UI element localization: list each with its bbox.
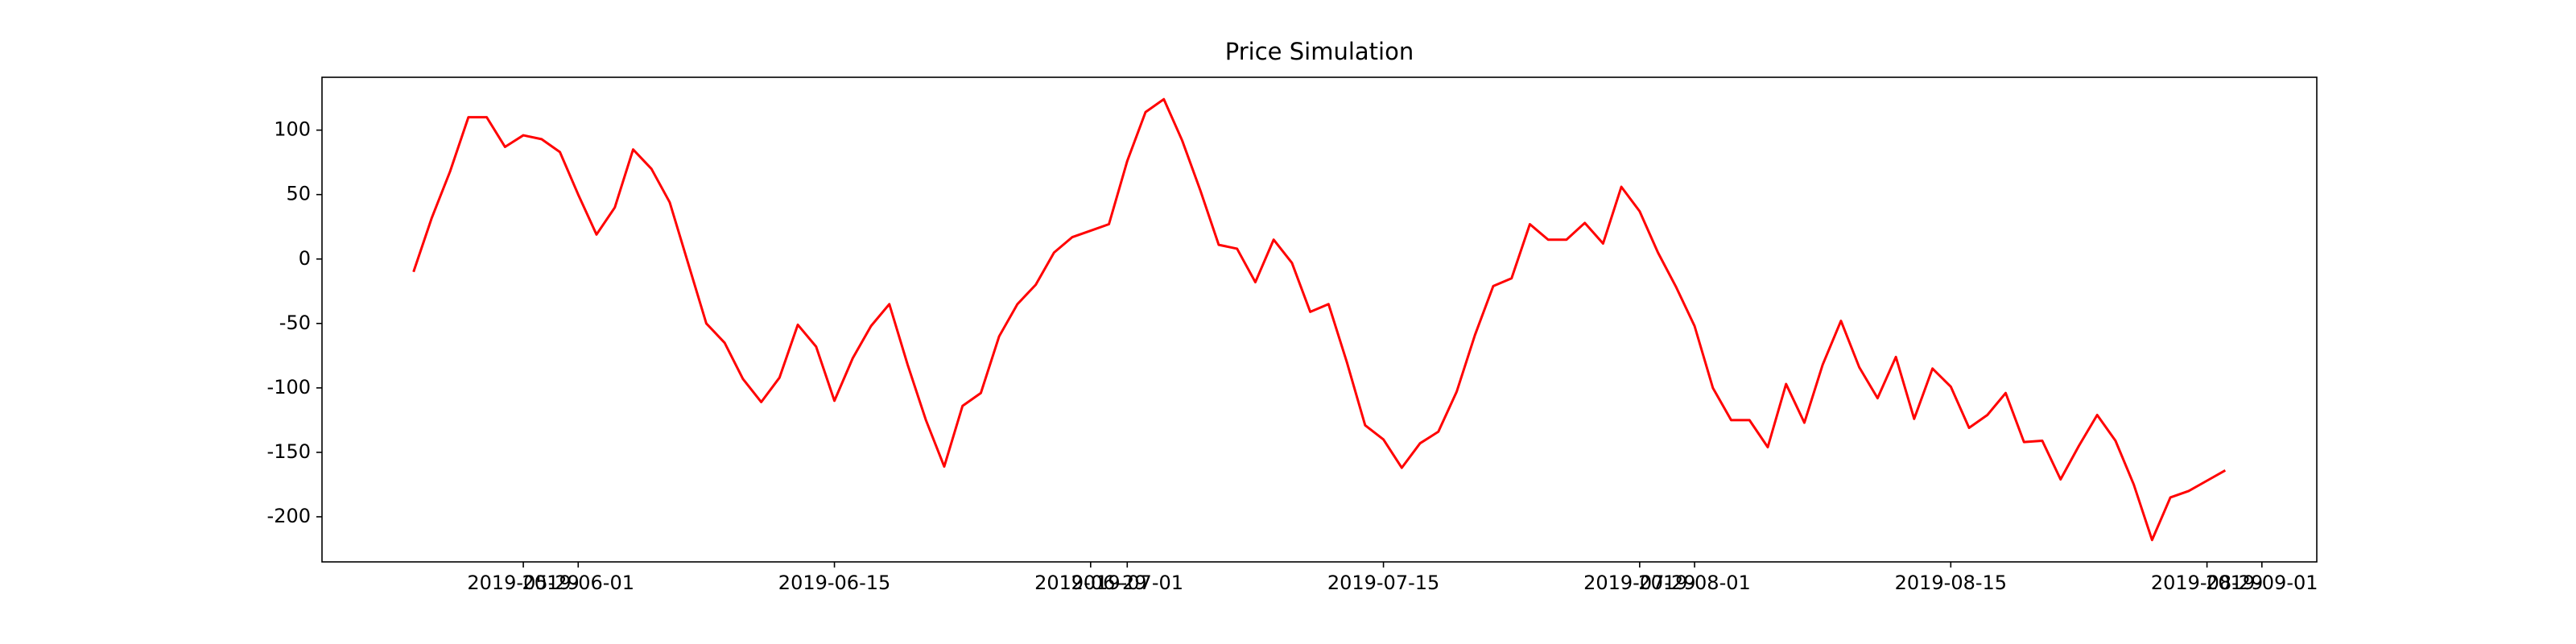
x-tick-label: 2019-08-01 [1638,572,1750,594]
y-tick-label: -50 [279,312,311,334]
x-tick-label: 2019-09-01 [2206,572,2318,594]
y-tick-label: -150 [267,440,311,463]
x-tick-label: 2019-06-15 [778,572,890,594]
x-tick-label: 2019-06-29 [1034,572,1146,594]
plot-frame [321,76,2318,563]
y-tick-label: -100 [267,376,311,398]
y-tick-label: 0 [299,247,311,270]
price-line [412,97,2227,542]
x-tick-label: 2019-07-01 [1071,572,1183,594]
y-tick-label: -200 [267,505,311,527]
x-tick-label: 2019-07-29 [1583,572,1695,594]
x-tick-label: 2019-08-15 [1895,572,2007,594]
chart-title: Price Simulation [1225,38,1414,65]
y-tick-label: 50 [286,183,311,205]
x-tick-label: 2019-07-15 [1327,572,1439,594]
x-tick-label: 2019-05-29 [467,572,579,594]
x-tick-label: 2019-06-01 [522,572,634,594]
y-tick-label: 100 [274,118,311,141]
x-tick-label: 2019-08-29 [2151,572,2263,594]
